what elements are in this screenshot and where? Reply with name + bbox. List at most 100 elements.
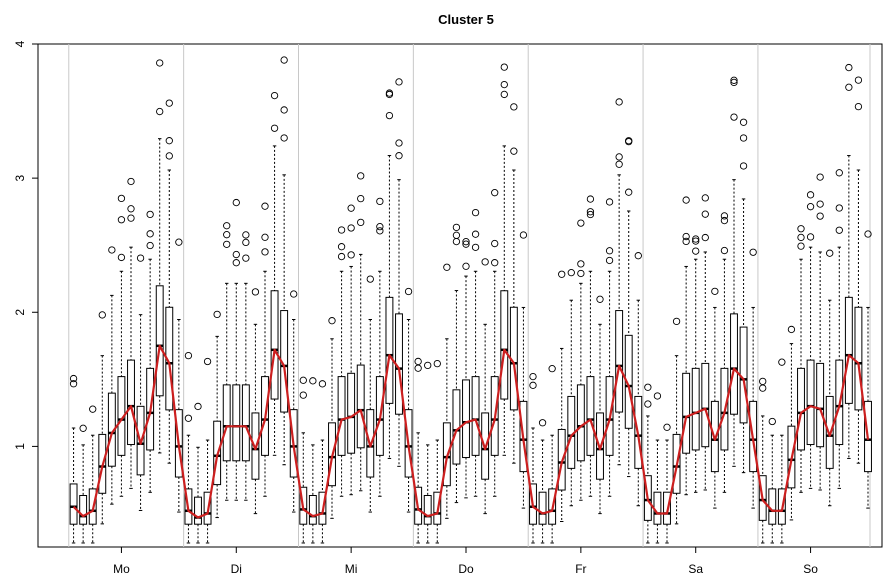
outlier-point [433,359,441,368]
outlier-point [385,111,394,120]
outlier-point [223,240,231,249]
outlier-point [347,224,355,232]
outlier-point [510,103,518,111]
outlier-point [672,317,681,326]
outlier-point [625,188,633,196]
outlier-point [500,90,508,99]
outlier-point [806,191,815,199]
box [586,376,595,456]
outlier-point [127,214,135,222]
outlier-point [567,268,575,277]
outlier-point [864,230,872,238]
outlier-point [548,365,556,373]
outlier-point [739,162,748,170]
outlier-point [558,270,566,278]
outlier-point [720,246,729,255]
outlier-point [491,239,499,248]
outlier-point [854,102,863,111]
box [701,362,710,448]
outlier-point [491,259,499,267]
outlier-point [290,290,298,298]
outlier-point [184,414,193,422]
outlier-point [701,233,709,242]
box [155,285,164,397]
outlier-point [299,376,307,384]
outlier-point [720,212,729,220]
outlier-point [615,160,623,168]
x-tick-label: Mi [345,562,358,574]
outlier-point [108,246,116,254]
box [691,367,700,451]
y-tick-label: 1 [13,443,27,450]
box [222,384,231,462]
x-tick-label: So [803,562,818,574]
box [232,384,241,462]
outlier-point [69,374,78,383]
outlier-point [797,242,805,250]
outlier-point [328,317,336,325]
outlier-point [682,232,690,241]
outlier-point [759,377,767,386]
outlier-point [452,237,461,246]
outlier-point [730,76,738,84]
outlier-point [586,210,595,219]
outlier-point [395,152,403,160]
outlier-point [357,218,365,227]
outlier-point [682,237,690,246]
outlier-point [414,364,422,372]
y-tick-label: 3 [13,174,27,181]
outlier-point [615,153,623,161]
box [308,495,317,525]
outlier-point [89,405,97,413]
outlier-point [739,134,748,142]
outlier-point [424,361,432,370]
outlier-point [242,231,250,239]
outlier-point [845,83,853,91]
outlier-point [395,78,403,86]
box [462,379,470,459]
box [844,296,853,404]
box [241,384,250,462]
outlier-point [270,124,279,132]
outlier-point [127,205,135,213]
outlier-point [242,238,250,247]
outlier-point [347,204,355,212]
x-tick-label: Do [458,562,474,574]
outlier-point [452,223,461,232]
outlier-point [500,80,508,89]
plot-frame [37,43,883,548]
outlier-point [117,216,126,224]
outlier-point [261,233,269,241]
outlier-point [232,259,240,267]
outlier-point [462,238,470,246]
outlier-point [711,287,719,295]
outlier-point [816,200,824,208]
outlier-point [471,208,480,217]
outlier-point [835,204,843,212]
outlier-point [644,400,652,408]
outlier-point [165,137,173,145]
outlier-point [854,76,863,84]
outlier-point [768,417,776,426]
outlier-point [146,210,154,219]
chart-title: Cluster 5 [438,12,494,27]
outlier-point [816,173,824,181]
outlier-point [136,254,145,262]
outlier-point [232,198,240,207]
outlier-point [270,91,279,100]
outlier-point [739,118,748,126]
outlier-point [787,325,796,334]
outlier-point [538,419,547,427]
outlier-point [730,113,738,121]
outlier-point [165,152,173,160]
outlier-point [251,288,260,296]
outlier-point [366,275,374,283]
x-tick-label: Di [231,562,242,574]
box [69,483,78,525]
outlier-point [395,139,403,147]
box [385,296,394,404]
outlier-point [156,59,164,67]
outlier-point [778,358,786,366]
outlier-point [337,226,346,234]
